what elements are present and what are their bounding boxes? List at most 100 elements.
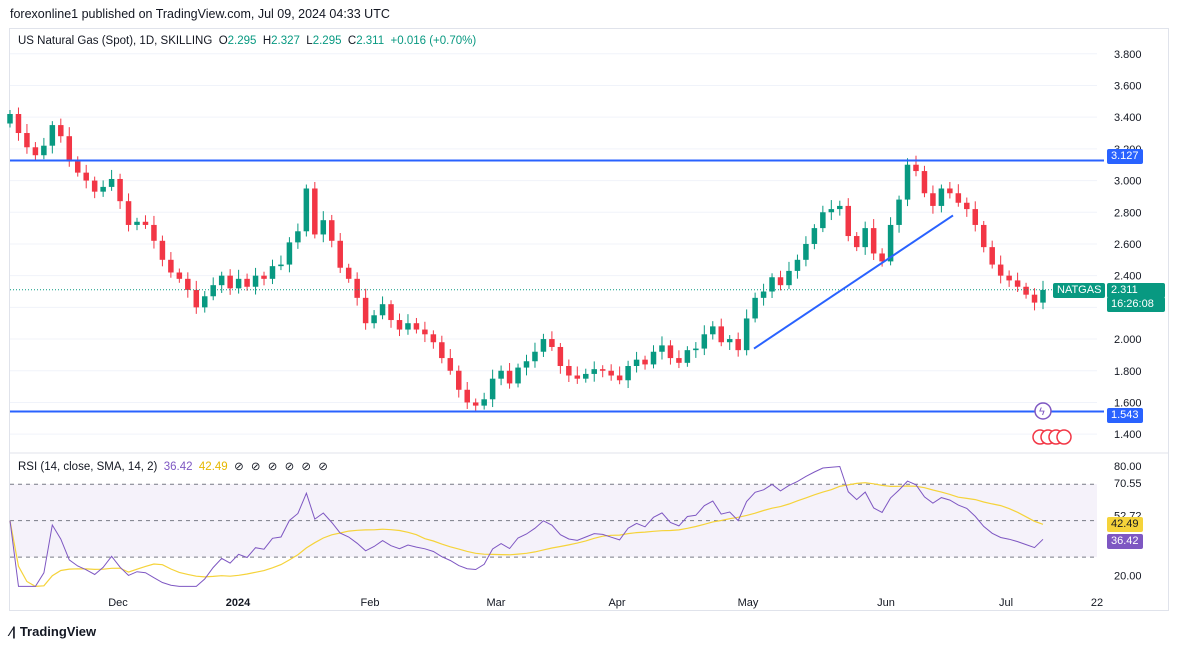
symbol-legend[interactable]: US Natural Gas (Spot), 1D, SKILLING O2.2… bbox=[18, 35, 476, 47]
candle-body bbox=[481, 399, 487, 406]
high-value: 2.327 bbox=[271, 35, 300, 47]
candle bbox=[286, 237, 293, 273]
candle-body bbox=[1006, 275, 1012, 281]
candle-body bbox=[24, 133, 30, 148]
candle bbox=[828, 200, 835, 221]
flag-icon bbox=[1056, 429, 1072, 445]
candle bbox=[345, 263, 352, 283]
candle-body bbox=[354, 278, 360, 298]
candle-body bbox=[828, 209, 835, 213]
candle-body bbox=[235, 278, 242, 289]
candle-body bbox=[616, 375, 623, 381]
rsi-legend[interactable]: RSI (14, close, SMA, 14, 2) 36.42 42.49 … bbox=[18, 459, 330, 473]
candle-body bbox=[185, 278, 191, 290]
candle-body bbox=[523, 361, 530, 368]
candle bbox=[794, 254, 801, 279]
candle bbox=[777, 270, 784, 291]
brand-name: TradingView bbox=[19, 624, 97, 639]
resistance-tag: 3.127 bbox=[1107, 149, 1143, 164]
time-tick: Dec bbox=[108, 597, 128, 609]
candle-body bbox=[83, 172, 89, 181]
price-tick: 1.600 bbox=[1114, 397, 1142, 409]
candle-body bbox=[955, 193, 962, 203]
candle-body bbox=[498, 370, 504, 379]
candle-body bbox=[193, 289, 200, 308]
candle bbox=[430, 330, 437, 349]
time-tick: Feb bbox=[361, 597, 380, 609]
rsi-tick: 20.00 bbox=[1114, 570, 1142, 582]
candle bbox=[650, 345, 657, 369]
candle bbox=[574, 366, 581, 384]
candle-body bbox=[583, 373, 589, 379]
candle bbox=[845, 198, 852, 242]
candle bbox=[642, 355, 648, 370]
candle-body bbox=[820, 212, 826, 229]
candle bbox=[32, 142, 39, 161]
open-value: 2.295 bbox=[227, 35, 257, 47]
candle-body bbox=[362, 297, 369, 324]
candle bbox=[1023, 282, 1029, 299]
price-tick: 2.000 bbox=[1114, 334, 1142, 346]
price-tick: 3.600 bbox=[1114, 80, 1142, 92]
candle bbox=[151, 215, 157, 249]
price-tick: 2.600 bbox=[1114, 239, 1142, 251]
candle-body bbox=[532, 351, 538, 362]
candle bbox=[837, 200, 843, 216]
candle bbox=[896, 195, 902, 233]
candle-body bbox=[422, 329, 428, 335]
candle-body bbox=[117, 178, 123, 202]
eye-icon[interactable]: ⊘ ⊘ ⊘ ⊘ ⊘ ⊘ bbox=[234, 461, 330, 473]
candle-body bbox=[413, 323, 420, 330]
candle bbox=[540, 333, 547, 357]
symbol-label: US Natural Gas (Spot), 1D, SKILLING bbox=[18, 35, 213, 47]
candle bbox=[557, 343, 564, 374]
price-tick: 3.800 bbox=[1114, 49, 1142, 61]
candle-body bbox=[633, 359, 640, 366]
candle-body bbox=[845, 205, 852, 237]
candle bbox=[261, 271, 267, 286]
candle bbox=[625, 360, 631, 389]
candle bbox=[58, 118, 64, 143]
candle-body bbox=[904, 164, 911, 200]
candle bbox=[49, 121, 56, 154]
candle-body bbox=[396, 320, 403, 330]
price-tag: 2.311 bbox=[1107, 283, 1165, 298]
candle-body bbox=[218, 275, 225, 286]
candle bbox=[269, 259, 276, 285]
candle-body bbox=[557, 346, 564, 366]
candle-body bbox=[210, 285, 216, 297]
candle-body bbox=[41, 145, 47, 156]
candle-body bbox=[515, 367, 521, 384]
candle bbox=[930, 185, 936, 214]
candle bbox=[159, 235, 166, 267]
candle-body bbox=[66, 136, 73, 162]
candle bbox=[388, 300, 394, 328]
candle-body bbox=[159, 240, 166, 260]
candle bbox=[608, 364, 614, 381]
candle bbox=[74, 156, 81, 177]
candle-body bbox=[252, 275, 259, 287]
candle-body bbox=[464, 389, 470, 403]
candle-body bbox=[853, 236, 860, 248]
candle-body bbox=[625, 366, 631, 381]
candle bbox=[193, 280, 200, 314]
candle-body bbox=[108, 178, 115, 187]
candle-body bbox=[667, 345, 674, 359]
candle-body bbox=[261, 275, 267, 279]
candle-body bbox=[947, 188, 953, 194]
candle bbox=[439, 335, 445, 364]
candle bbox=[693, 342, 699, 358]
time-tick: 2024 bbox=[226, 597, 251, 609]
candle-body bbox=[91, 180, 98, 192]
candle bbox=[972, 201, 979, 232]
candle bbox=[523, 354, 530, 376]
candle-body bbox=[566, 366, 572, 376]
candle bbox=[201, 291, 208, 313]
candle-body bbox=[752, 297, 758, 319]
tradingview-logo[interactable]: ⁄| TradingView bbox=[10, 624, 96, 639]
candle bbox=[921, 165, 928, 198]
open-label: O bbox=[218, 35, 228, 47]
candle bbox=[100, 180, 106, 197]
overlays: ϟ bbox=[10, 159, 1104, 445]
